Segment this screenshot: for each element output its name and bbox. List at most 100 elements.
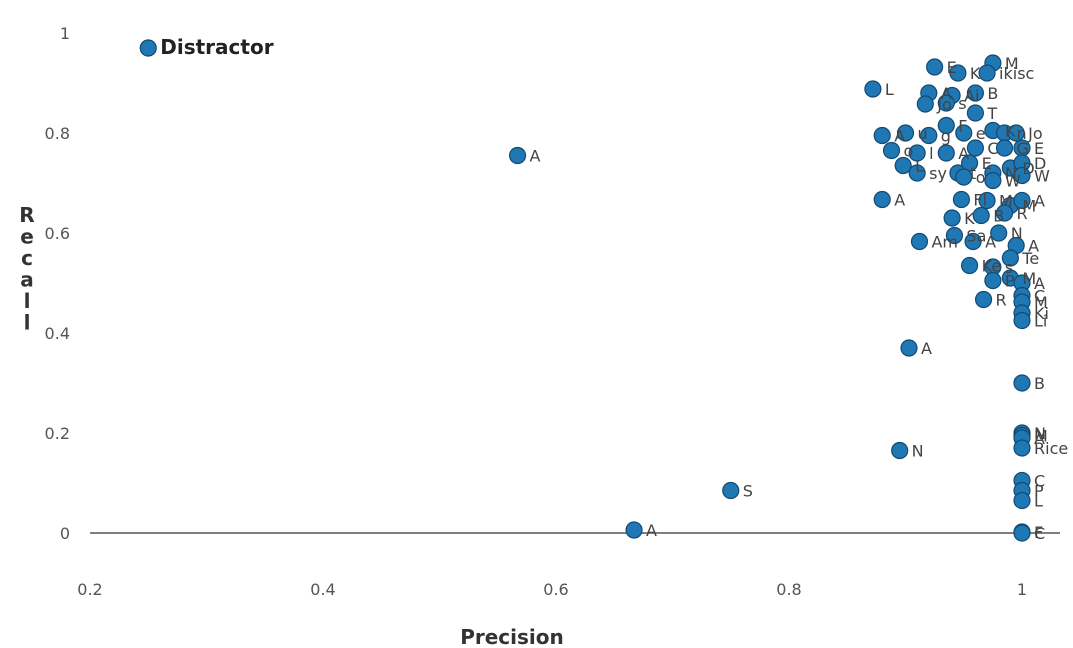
scatter-point[interactable] bbox=[916, 95, 934, 113]
scatter-point[interactable] bbox=[873, 190, 891, 209]
scatter-point[interactable] bbox=[984, 271, 1002, 290]
y-tick-label: 0.4 bbox=[45, 324, 70, 343]
scatter-point[interactable] bbox=[955, 124, 973, 142]
point-label: L bbox=[1034, 492, 1043, 511]
scatter-point[interactable] bbox=[964, 232, 982, 251]
scatter-point[interactable] bbox=[966, 84, 985, 102]
scatter-point[interactable] bbox=[972, 206, 990, 225]
scatter-point[interactable] bbox=[937, 116, 955, 135]
scatter-point[interactable] bbox=[900, 339, 918, 357]
point-label: o bbox=[976, 168, 986, 187]
point-label: L bbox=[885, 80, 894, 99]
point-label: g bbox=[941, 127, 951, 146]
scatter-point[interactable] bbox=[955, 168, 973, 186]
point-label: ikisc bbox=[999, 64, 1034, 83]
point-label: e bbox=[976, 124, 986, 143]
y-tick-label: 0.8 bbox=[45, 124, 70, 143]
scatter-point[interactable] bbox=[952, 190, 971, 209]
point-label: Jo bbox=[936, 95, 952, 114]
scatter-point[interactable] bbox=[1007, 124, 1025, 142]
scatter-point[interactable] bbox=[1013, 311, 1031, 330]
scatter-point[interactable] bbox=[1013, 491, 1031, 510]
point-label: A bbox=[1028, 237, 1039, 256]
scatter-point[interactable] bbox=[908, 144, 926, 162]
point-label: N bbox=[1011, 224, 1023, 243]
point-label: A bbox=[958, 144, 969, 163]
point-label: M bbox=[1034, 427, 1048, 446]
scatter-point[interactable] bbox=[1013, 439, 1031, 457]
point-label: E bbox=[982, 154, 992, 173]
point-label: A bbox=[985, 233, 996, 252]
point-label: F bbox=[1034, 523, 1043, 542]
x-tick-label: 0.4 bbox=[310, 580, 335, 599]
scatter-point[interactable] bbox=[1001, 249, 1019, 267]
scatter-point[interactable] bbox=[978, 64, 996, 82]
scatter-point[interactable] bbox=[974, 290, 993, 309]
point-label: A bbox=[921, 339, 932, 358]
scatter-point[interactable] bbox=[722, 481, 740, 500]
point-label: L bbox=[915, 157, 924, 176]
scatter-point[interactable] bbox=[995, 139, 1014, 157]
scatter-point[interactable] bbox=[984, 171, 1002, 190]
point-label: K bbox=[970, 64, 981, 83]
scatter-point[interactable] bbox=[139, 39, 157, 57]
point-label: N bbox=[1034, 424, 1046, 443]
point-label: A bbox=[894, 191, 905, 210]
x-tick-label: 1 bbox=[1017, 580, 1027, 599]
y-axis-ticks: 0 0.2 0.4 0.6 0.8 1 bbox=[45, 24, 70, 543]
y-tick-label: 1 bbox=[60, 24, 70, 43]
point-label: Distractor bbox=[160, 35, 273, 59]
point-label: B bbox=[987, 84, 998, 103]
scatter-point[interactable] bbox=[966, 104, 985, 122]
scatter-point[interactable] bbox=[896, 124, 915, 142]
point-label: M bbox=[1034, 293, 1048, 312]
point-label: M bbox=[1005, 54, 1019, 73]
scatter-point[interactable] bbox=[978, 191, 996, 210]
scatter-point[interactable] bbox=[1013, 374, 1031, 392]
scatter-point[interactable] bbox=[1013, 191, 1031, 210]
scatter-point[interactable] bbox=[891, 441, 909, 460]
point-label: N bbox=[912, 442, 924, 461]
scatter-point[interactable] bbox=[966, 139, 985, 157]
y-tick-label: 0.2 bbox=[45, 424, 70, 443]
scatter-point[interactable] bbox=[937, 144, 955, 162]
point-label: D bbox=[1022, 159, 1034, 178]
point-label: Li bbox=[1034, 312, 1047, 331]
scatter-point[interactable] bbox=[625, 521, 643, 539]
point-label: A bbox=[894, 127, 905, 146]
scatter-point[interactable] bbox=[873, 126, 891, 145]
y-axis-title-letter: R bbox=[19, 203, 34, 227]
scatter-point[interactable] bbox=[995, 204, 1014, 222]
point-label: E bbox=[1034, 139, 1044, 158]
scatter-point[interactable] bbox=[864, 80, 882, 98]
scatter-point[interactable] bbox=[1013, 524, 1031, 542]
point-label: Ke bbox=[982, 257, 1002, 276]
scatter-point[interactable] bbox=[882, 141, 901, 160]
scatter-point[interactable] bbox=[910, 232, 929, 251]
x-tick-label: 0.2 bbox=[77, 580, 102, 599]
point-label: C bbox=[1034, 287, 1045, 306]
scatter-point[interactable] bbox=[908, 164, 926, 182]
x-tick-label: 0.8 bbox=[776, 580, 801, 599]
point-label: G bbox=[1017, 139, 1029, 158]
scatter-point[interactable] bbox=[920, 126, 938, 145]
point-label: A bbox=[1034, 274, 1045, 293]
point-label: C bbox=[987, 139, 998, 158]
scatter-point[interactable] bbox=[990, 224, 1008, 242]
point-label: Te bbox=[1021, 249, 1039, 268]
point-label: E bbox=[947, 58, 957, 77]
scatter-point[interactable] bbox=[943, 209, 961, 227]
point-label: Rice bbox=[1034, 439, 1068, 458]
scatter-point[interactable] bbox=[894, 156, 912, 175]
point-label: l bbox=[929, 144, 933, 163]
scatter-point[interactable] bbox=[508, 146, 527, 165]
scatter-point[interactable] bbox=[949, 64, 967, 82]
point-label: D bbox=[1034, 154, 1046, 173]
scatter-point[interactable] bbox=[926, 58, 944, 76]
scatter-point[interactable] bbox=[945, 226, 964, 245]
scatter-point[interactable] bbox=[937, 94, 955, 112]
scatter-point[interactable] bbox=[960, 256, 979, 275]
scatter-point[interactable] bbox=[1013, 166, 1031, 185]
data-points bbox=[139, 39, 1031, 542]
point-label: A bbox=[1034, 192, 1045, 211]
